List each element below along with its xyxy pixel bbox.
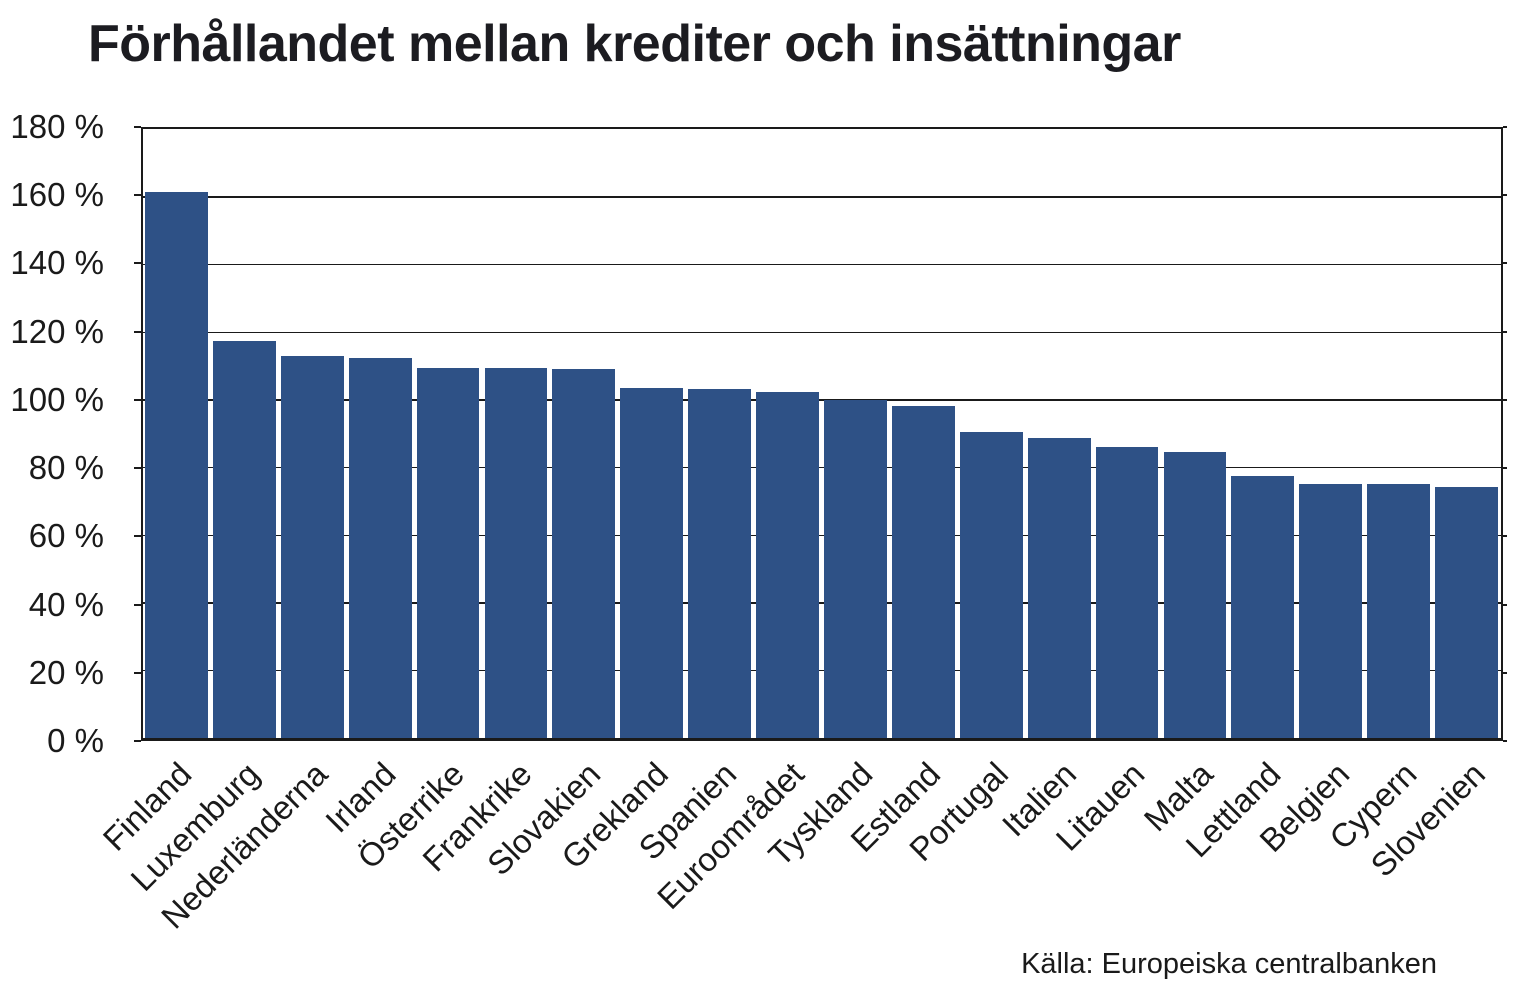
y-axis-tick-mark-right-80 [1503, 467, 1507, 470]
y-axis-tick-mark-80 [134, 467, 141, 470]
y-axis-tick-mark-100 [134, 398, 141, 401]
y-axis-tick-label-80: 80 % [28, 449, 104, 487]
bar-nederl-nderna [280, 355, 344, 738]
gridline-120 [143, 331, 1501, 334]
y-axis-tick-label-60: 60 % [28, 517, 104, 555]
bar-belgien [1299, 484, 1363, 738]
y-axis-tick-mark-right-160 [1503, 194, 1507, 197]
bar-spanien [688, 388, 752, 738]
bar-finland [145, 191, 208, 738]
bar-malta [1163, 451, 1227, 738]
y-axis-tick-mark-60 [134, 535, 141, 538]
y-axis-tick-mark-120 [134, 330, 141, 333]
y-axis-tick-label-100: 100 % [10, 380, 104, 418]
bar-slovenien [1435, 486, 1498, 738]
bar-lettland [1231, 475, 1295, 738]
plot-area [141, 127, 1503, 741]
bar-portugal [959, 431, 1023, 738]
y-axis-tick-mark-right-20 [1503, 671, 1507, 674]
bar-luxemburg [212, 341, 276, 738]
y-axis-tick-mark-right-140 [1503, 262, 1507, 265]
gridline-100 [143, 399, 1501, 401]
y-axis-tick-mark-right-120 [1503, 330, 1507, 333]
gridline-40 [143, 602, 1501, 604]
bar-irland [348, 358, 412, 738]
bar-italien [1027, 438, 1091, 738]
bar-slovakien [552, 368, 616, 738]
y-axis-tick-mark-140 [134, 262, 141, 265]
y-axis-tick-label-40: 40 % [28, 585, 104, 623]
gridline-140 [143, 263, 1501, 266]
bar--sterrike [416, 367, 480, 738]
bar-estland [891, 405, 955, 738]
y-axis-tick-mark-40 [134, 603, 141, 606]
y-axis-tick-label-20: 20 % [28, 653, 104, 691]
bar-litauen [1095, 447, 1159, 738]
y-axis-tick-mark-right-100 [1503, 398, 1507, 401]
y-axis-tick-mark-0 [134, 740, 141, 742]
y-axis-tick-mark-right-180 [1503, 126, 1507, 128]
y-axis-tick-mark-20 [134, 671, 141, 674]
bar-grekland [620, 387, 684, 738]
gridline-80 [143, 466, 1501, 469]
chart-title: Förhållandet mellan krediter och insättn… [88, 15, 1181, 73]
bar-tyskland [824, 399, 887, 738]
gridline-160 [143, 196, 1501, 198]
bar-cypern [1367, 484, 1431, 738]
y-axis-tick-label-180: 180 % [10, 108, 104, 145]
y-axis-tick-mark-180 [134, 126, 141, 128]
bar-frankrike [484, 367, 548, 738]
source-caption: Källa: Europeiska centralbanken [1021, 948, 1437, 980]
y-axis-tick-label-120: 120 % [10, 312, 104, 350]
y-axis-tick-mark-right-60 [1503, 535, 1507, 538]
y-axis-tick-mark-right-0 [1503, 740, 1507, 742]
bar-euroomr-det [756, 392, 819, 738]
y-axis-tick-mark-right-40 [1503, 603, 1507, 606]
y-axis-tick-label-140: 140 % [10, 244, 104, 282]
y-axis-tick-label-160: 160 % [10, 176, 104, 214]
y-axis-tick-label-0: 0 % [47, 722, 104, 759]
gridline-60 [143, 534, 1501, 537]
gridline-20 [143, 669, 1501, 672]
y-axis-tick-mark-160 [134, 194, 141, 197]
